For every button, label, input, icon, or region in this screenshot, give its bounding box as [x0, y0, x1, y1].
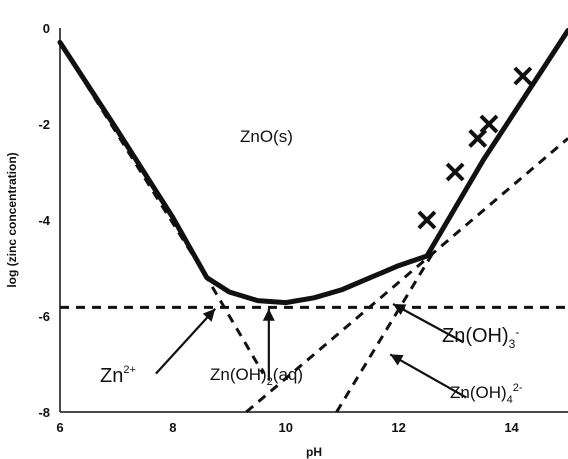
species-dashed-line-4	[335, 252, 434, 413]
annotation-zn-oh-3-minus: Zn(OH)3-	[442, 325, 519, 351]
data-point-marker-1	[445, 162, 465, 182]
annotation-arrow-2	[392, 303, 465, 344]
tick-labels: 6 8 10 12 14 0 -2 -4 -6 -8	[38, 21, 519, 435]
x-axis-label: pH	[306, 445, 322, 459]
y-tick-label-4: -8	[38, 405, 50, 420]
y-axis-label: log (zinc concentration)	[5, 152, 19, 287]
annotation-arrow-3	[389, 353, 467, 399]
data-point-marker-4	[513, 66, 533, 86]
x-tick-label-0: 6	[56, 420, 63, 435]
annotation-zn-oh-4-2minus: Zn(OH)42-	[450, 382, 523, 406]
markers-layer	[417, 66, 533, 230]
annotation-zn-oh-2-aq: Zn(OH)2(aq)	[210, 365, 303, 388]
data-point-marker-0	[417, 210, 437, 230]
y-tick-label-3: -6	[38, 309, 50, 324]
data-point-marker-3	[479, 114, 499, 134]
x-tick-label-3: 12	[391, 420, 405, 435]
species-dashed-line-2	[58, 41, 265, 375]
x-tick-label-2: 10	[279, 420, 293, 435]
annotation-arrows	[155, 303, 467, 399]
annotation-zno-solid: ZnO(s)	[240, 127, 293, 146]
x-tick-label-4: 14	[504, 420, 519, 435]
species-dashed-line-3	[245, 137, 568, 414]
y-tick-label-2: -4	[38, 213, 50, 228]
total-solubility-line-0	[57, 27, 568, 306]
axes	[59, 28, 568, 413]
annotation-arrow-1	[262, 308, 275, 381]
annotation-arrow-0	[155, 308, 217, 375]
x-tick-label-1: 8	[169, 420, 176, 435]
annotation-zn2plus: Zn2+	[100, 364, 136, 387]
series-layer	[57, 27, 568, 414]
data-point-marker-2	[468, 128, 488, 148]
y-tick-label-1: -2	[38, 117, 50, 132]
y-tick-label-0: 0	[43, 21, 50, 36]
